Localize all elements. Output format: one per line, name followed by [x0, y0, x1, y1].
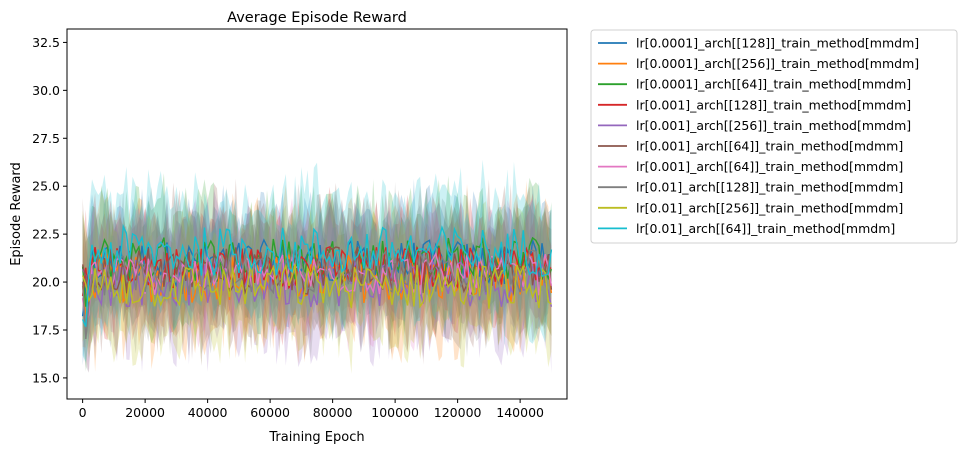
legend-frame — [590, 29, 958, 244]
y-axis-label: Episode Reward — [9, 162, 24, 266]
legend: lr[0.0001]_arch[[128]]_train_method[mmdm… — [590, 29, 958, 244]
legend-entry-4: lr[0.001]_arch[[256]]_train_method[mmdm] — [636, 118, 911, 133]
plot-frame — [66, 28, 568, 400]
legend-entry-5: lr[0.001]_arch[[64]]_train_method[mdmm] — [636, 139, 903, 154]
x-tick-label: 40000 — [188, 405, 228, 420]
legend-entry-9: lr[0.01]_arch[[64]]_train_method[mmdm] — [636, 221, 895, 236]
y-tick-label: 20.0 — [32, 275, 60, 290]
x-tick-label: 100000 — [371, 405, 419, 420]
legend-entry-2: lr[0.0001]_arch[[64]]_train_method[mmdm] — [636, 77, 911, 92]
series-line-2 — [81, 236, 553, 307]
series-line-7 — [81, 248, 553, 339]
y-tick-label: 15.0 — [32, 370, 60, 385]
y-tick-label: 25.0 — [32, 179, 60, 194]
x-axis-label: Training Epoch — [268, 430, 364, 445]
x-tick-label: 20000 — [125, 405, 165, 420]
confidence-bands — [82, 159, 552, 374]
x-tick-label: 80000 — [313, 405, 353, 420]
series-band-8 — [82, 201, 552, 374]
series-line-9 — [81, 223, 553, 327]
y-tick-label: 30.0 — [32, 83, 60, 98]
y-tick-label: 22.5 — [32, 227, 60, 242]
legend-entry-0: lr[0.0001]_arch[[128]]_train_method[mmdm… — [636, 36, 919, 51]
legend-entry-1: lr[0.0001]_arch[[256]]_train_method[mmdm… — [636, 56, 919, 71]
x-axis-ticks: 0 20000 40000 60000 80000 100000 120000 140000 — [79, 399, 544, 420]
x-tick-label: 120000 — [434, 405, 482, 420]
legend-entry-6: lr[0.001]_arch[[64]]_train_method[mmdm] — [636, 159, 903, 174]
y-axis-ticks: 15.0 17.5 20.0 22.5 25.0 27.5 30.0 32.5 — [32, 35, 67, 385]
y-tick-label: 32.5 — [32, 35, 60, 50]
series-line-8 — [81, 263, 552, 309]
y-tick-label: 27.5 — [32, 131, 60, 146]
x-tick-label: 140000 — [496, 405, 544, 420]
series-lines — [81, 223, 553, 339]
y-tick-label: 17.5 — [32, 322, 60, 337]
series-band-1 — [82, 180, 552, 372]
x-tick-label: 0 — [79, 405, 87, 420]
legend-entry-7: lr[0.01]_arch[[128]]_train_method[mmdm] — [636, 180, 903, 195]
legend-entry-8: lr[0.01]_arch[[256]]_train_method[mmdm] — [636, 200, 903, 215]
chart-title: Average Episode Reward — [227, 10, 407, 26]
legend-entry-3: lr[0.001]_arch[[128]]_train_method[mmdm] — [636, 97, 911, 112]
x-tick-label: 60000 — [250, 405, 290, 420]
series-band-6 — [82, 193, 552, 373]
